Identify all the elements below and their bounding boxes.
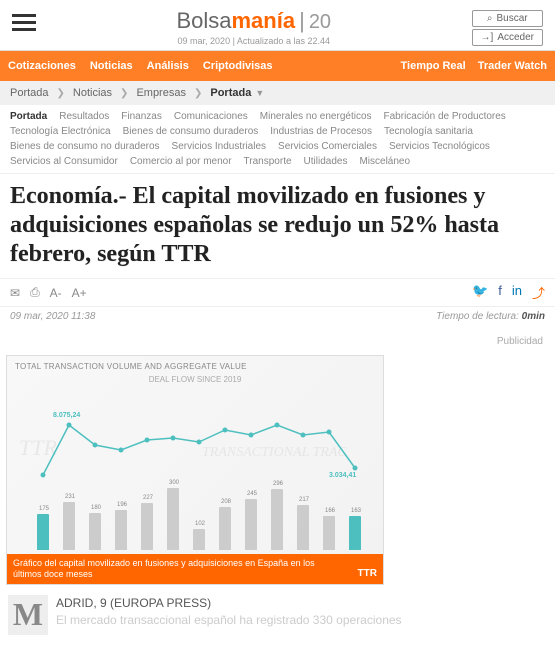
nav-trader-watch[interactable]: Trader Watch <box>478 60 547 72</box>
chart-canvas: TTR TRANSACTIONAL TRAC 17523118019622730… <box>37 390 365 550</box>
bar-value-label: 180 <box>87 505 105 511</box>
chart-bar <box>63 502 75 550</box>
chart-bar <box>141 503 153 550</box>
bc-portada[interactable]: Portada <box>10 87 49 99</box>
main-nav: Cotizaciones Noticias Análisis Criptodiv… <box>0 51 555 81</box>
read-time: Tiempo de lectura: 0min <box>436 311 545 322</box>
subnav-utilidades[interactable]: Utilidades <box>304 156 348 167</box>
bar-value-label: 163 <box>347 508 365 514</box>
meta-row: 09 mar, 2020 11:38 Tiempo de lectura: 0m… <box>0 307 555 330</box>
font-decrease-icon[interactable]: A- <box>50 286 62 300</box>
bar-value-label: 231 <box>61 494 79 500</box>
subnav-servicios-comerciales[interactable]: Servicios Comerciales <box>278 141 377 152</box>
nav-noticias[interactable]: Noticias <box>90 60 133 72</box>
subnav-tecnología-sanitaria[interactable]: Tecnología sanitaria <box>384 126 473 137</box>
bar-value-label: 217 <box>295 497 313 503</box>
chart-box: TOTAL TRANSACTION VOLUME AND AGGREGATE V… <box>6 355 384 585</box>
subnav-minerales-no-energéticos[interactable]: Minerales no energéticos <box>260 111 372 122</box>
action-row: ✉ ⎙ A- A+ 🐦 f in ⤴ <box>0 278 555 307</box>
subnav-tecnología-electrónica[interactable]: Tecnología Electrónica <box>10 126 111 137</box>
bc-empresas[interactable]: Empresas <box>136 87 186 99</box>
chart-caption: Gráfico del capital movilizado en fusion… <box>7 554 383 584</box>
subnav-finanzas[interactable]: Finanzas <box>121 111 162 122</box>
chart-bar <box>167 488 179 550</box>
dropcap: M <box>8 595 48 635</box>
article-headline: Economía.- El capital movilizado en fusi… <box>0 174 555 278</box>
chart-point-label: 8.075,24 <box>53 412 80 419</box>
email-icon[interactable]: ✉ <box>10 286 20 300</box>
ad-label: Publicidad <box>0 330 555 351</box>
bar-value-label: 175 <box>35 506 53 512</box>
chart-bar <box>115 510 127 550</box>
subnav: Portada Resultados Finanzas Comunicaciones M… <box>0 105 555 174</box>
brand-pre: Bolsa <box>176 8 231 33</box>
header-date: 09 mar, 2020 | Actualizado a las 22.44 <box>36 36 472 46</box>
chart-bar <box>349 516 361 550</box>
ttr-badge: TTR <box>358 568 377 580</box>
share-icon[interactable]: ⤴ <box>532 283 545 302</box>
brand-year: 20 <box>309 11 331 33</box>
chart-bar <box>219 507 231 550</box>
brand-logo[interactable]: Bolsamanía|20 <box>36 8 472 34</box>
subnav-fabricación-de-productores[interactable]: Fabricación de Productores <box>384 111 506 122</box>
subnav-portada[interactable]: Portada <box>10 111 47 122</box>
login-button[interactable]: →] Acceder <box>472 29 543 46</box>
subnav-misceláneo[interactable]: Misceláneo <box>359 156 410 167</box>
login-icon: →] <box>481 32 494 43</box>
bar-value-label: 245 <box>243 491 261 497</box>
facebook-icon[interactable]: f <box>498 283 502 302</box>
chart-bar <box>89 513 101 550</box>
subnav-bienes-de-consumo-duraderos[interactable]: Bienes de consumo duraderos <box>123 126 259 137</box>
subnav-comercio-al-por-menor[interactable]: Comercio al por menor <box>130 156 232 167</box>
chart-bar <box>297 505 309 550</box>
chart-bar <box>245 499 257 550</box>
byline: ADRID, 9 (EUROPA PRESS) <box>56 596 211 610</box>
subnav-servicios-industriales[interactable]: Servicios Industriales <box>172 141 266 152</box>
bar-value-label: 102 <box>191 521 209 527</box>
print-icon[interactable]: ⎙ <box>30 285 40 300</box>
chart-point-label: 3.034,41 <box>329 472 356 479</box>
subnav-resultados[interactable]: Resultados <box>59 111 109 122</box>
bar-value-label: 227 <box>139 495 157 501</box>
breadcrumb: Portada ❯ Noticias ❯ Empresas ❯ Portada … <box>0 81 555 105</box>
chevron-right-icon: ❯ <box>120 88 128 99</box>
subnav-bienes-de-consumo-no-duraderos[interactable]: Bienes de consumo no duraderos <box>10 141 160 152</box>
subnav-servicios-tecnológicos[interactable]: Servicios Tecnológicos <box>389 141 490 152</box>
nav-cotizaciones[interactable]: Cotizaciones <box>8 60 76 72</box>
subnav-industrias-de-procesos[interactable]: Industrias de Procesos <box>270 126 372 137</box>
bar-value-label: 208 <box>217 499 235 505</box>
bar-value-label: 300 <box>165 480 183 486</box>
chart-title: TOTAL TRANSACTION VOLUME AND AGGREGATE V… <box>7 356 383 373</box>
bc-noticias[interactable]: Noticias <box>73 87 112 99</box>
chart-bar <box>37 514 49 550</box>
body-text: El mercado transaccional español ha regi… <box>56 613 402 627</box>
bc-current[interactable]: Portada <box>210 87 251 99</box>
nav-criptodivisas[interactable]: Criptodivisas <box>203 60 273 72</box>
twitter-icon[interactable]: 🐦 <box>472 283 488 302</box>
font-increase-icon[interactable]: A+ <box>72 286 87 300</box>
subnav-comunicaciones[interactable]: Comunicaciones <box>174 111 248 122</box>
hamburger-menu[interactable] <box>12 14 36 32</box>
logo-area: Bolsamanía|20 09 mar, 2020 | Actualizado… <box>36 8 472 46</box>
subnav-servicios-al-consumidor[interactable]: Servicios al Consumidor <box>10 156 118 167</box>
search-button[interactable]: ⌕ Buscar <box>472 10 543 27</box>
brand-post: manía <box>232 8 296 33</box>
subnav-transporte[interactable]: Transporte <box>244 156 292 167</box>
nav-analisis[interactable]: Análisis <box>147 60 189 72</box>
bar-value-label: 196 <box>113 502 131 508</box>
article-body: M ADRID, 9 (EUROPA PRESS) El mercado tra… <box>8 595 547 635</box>
chart-bar <box>271 489 283 550</box>
chevron-right-icon: ❯ <box>57 88 65 99</box>
bar-value-label: 166 <box>321 508 339 514</box>
nav-tiempo-real[interactable]: Tiempo Real <box>401 60 466 72</box>
search-icon: ⌕ <box>487 13 493 24</box>
chart-bar <box>323 516 335 550</box>
chevron-down-icon[interactable]: ▼ <box>255 88 264 98</box>
bar-value-label: 296 <box>269 481 287 487</box>
linkedin-icon[interactable]: in <box>512 283 522 302</box>
chart-bar <box>193 529 205 550</box>
article-date: 09 mar, 2020 11:38 <box>10 311 95 322</box>
chart-subtitle: DEAL FLOW SINCE 2019 <box>7 373 383 390</box>
chevron-right-icon: ❯ <box>194 88 202 99</box>
